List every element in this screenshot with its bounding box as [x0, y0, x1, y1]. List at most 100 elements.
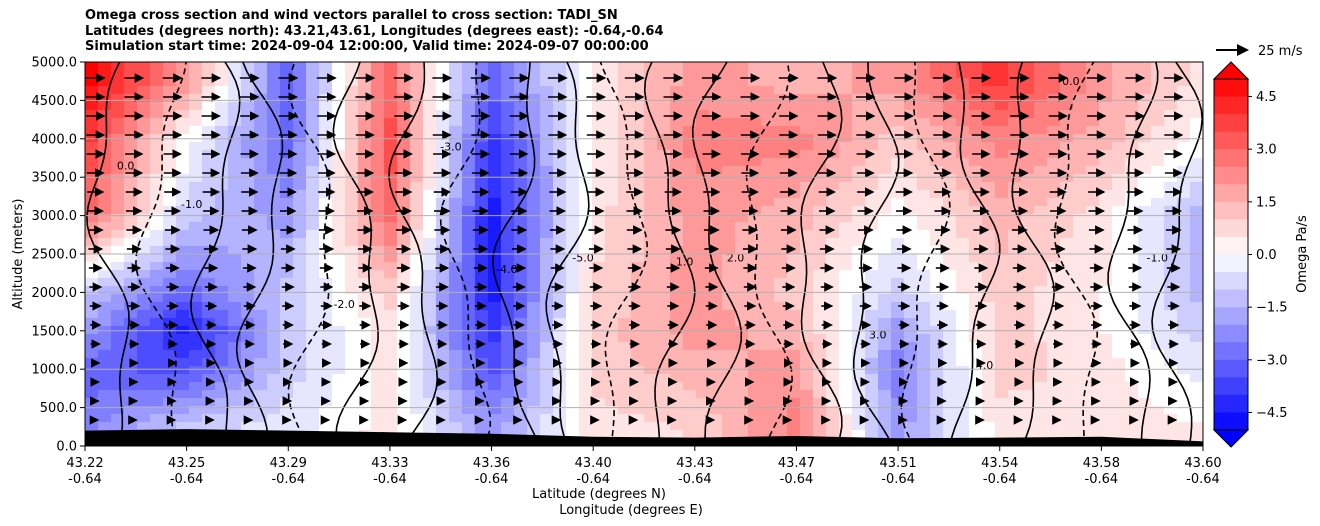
omega-cell	[709, 262, 723, 271]
omega-cell	[1034, 294, 1048, 303]
omega-cell	[228, 318, 242, 327]
omega-cell	[345, 270, 359, 279]
omega-cell	[280, 398, 294, 407]
omega-cell	[930, 182, 944, 191]
omega-cell	[1034, 318, 1048, 327]
omega-cell	[735, 374, 749, 383]
omega-cell	[839, 206, 853, 215]
omega-cell	[449, 350, 463, 359]
omega-cell	[1112, 86, 1126, 95]
omega-cell	[982, 182, 996, 191]
omega-cell	[683, 142, 697, 151]
omega-cell	[98, 142, 112, 151]
omega-cell	[800, 78, 814, 87]
omega-cell	[137, 294, 151, 303]
omega-cell	[1086, 422, 1100, 431]
omega-cell	[306, 278, 320, 287]
omega-cell	[306, 110, 320, 119]
omega-cell	[644, 278, 658, 287]
omega-cell	[267, 118, 281, 127]
omega-cell	[709, 270, 723, 279]
omega-cell	[1138, 126, 1152, 135]
omega-cell	[1060, 118, 1074, 127]
omega-cell	[1125, 294, 1139, 303]
omega-cell	[722, 350, 736, 359]
omega-cell	[1151, 286, 1165, 295]
omega-cell	[969, 142, 983, 151]
omega-cell	[527, 246, 541, 255]
omega-cell	[852, 86, 866, 95]
omega-cell	[371, 142, 385, 151]
omega-cell	[813, 214, 827, 223]
omega-cell	[787, 350, 801, 359]
omega-cell	[436, 398, 450, 407]
omega-cell	[631, 382, 645, 391]
omega-cell	[1177, 302, 1191, 311]
omega-cell	[215, 406, 229, 415]
omega-cell	[371, 278, 385, 287]
omega-cell	[592, 350, 606, 359]
omega-cell	[332, 70, 346, 79]
omega-cell	[1047, 422, 1061, 431]
omega-cell	[150, 238, 164, 247]
omega-cell	[98, 238, 112, 247]
omega-cell	[228, 286, 242, 295]
omega-cell	[826, 198, 840, 207]
omega-cell	[1034, 198, 1048, 207]
omega-cell	[1086, 398, 1100, 407]
x-tick-label-lon: -0.64	[170, 472, 204, 487]
omega-cell	[1047, 70, 1061, 79]
omega-cell	[696, 406, 710, 415]
omega-cell	[228, 366, 242, 375]
omega-cell	[410, 70, 424, 79]
omega-cell	[722, 366, 736, 375]
omega-cell	[956, 414, 970, 423]
omega-cell	[1086, 174, 1100, 183]
omega-cell	[1008, 262, 1022, 271]
omega-cell	[280, 230, 294, 239]
omega-cell	[371, 414, 385, 423]
omega-cell	[631, 270, 645, 279]
omega-cell	[449, 166, 463, 175]
omega-cell	[527, 270, 541, 279]
omega-cell	[332, 206, 346, 215]
omega-cell	[865, 238, 879, 247]
omega-cell	[462, 406, 476, 415]
omega-cell	[1047, 158, 1061, 167]
omega-cell	[98, 262, 112, 271]
omega-cell	[1112, 310, 1126, 319]
omega-cell	[150, 350, 164, 359]
omega-cell	[449, 310, 463, 319]
omega-cell	[657, 214, 671, 223]
omega-cell	[306, 182, 320, 191]
omega-cell	[995, 190, 1009, 199]
omega-cell	[696, 238, 710, 247]
omega-cell	[254, 206, 268, 215]
omega-cell	[592, 174, 606, 183]
omega-cell	[1125, 406, 1139, 415]
omega-cell	[852, 414, 866, 423]
omega-cell	[358, 142, 372, 151]
omega-cell	[306, 358, 320, 367]
omega-cell	[98, 422, 112, 431]
omega-cell	[267, 166, 281, 175]
omega-cell	[995, 230, 1009, 239]
omega-cell	[540, 350, 554, 359]
omega-cell	[202, 110, 216, 119]
omega-cell	[228, 270, 242, 279]
colorbar-tick-label: −4.5	[1256, 406, 1288, 421]
omega-cell	[384, 262, 398, 271]
omega-cell	[1047, 166, 1061, 175]
omega-cell	[839, 150, 853, 159]
omega-cell	[150, 366, 164, 375]
omega-cell	[995, 302, 1009, 311]
omega-cell	[423, 382, 437, 391]
omega-cell	[137, 246, 151, 255]
omega-cell	[1060, 86, 1074, 95]
omega-cell	[215, 270, 229, 279]
omega-cell	[1008, 310, 1022, 319]
omega-cell	[670, 230, 684, 239]
omega-cell	[618, 86, 632, 95]
omega-cell	[709, 102, 723, 111]
omega-cell	[761, 414, 775, 423]
